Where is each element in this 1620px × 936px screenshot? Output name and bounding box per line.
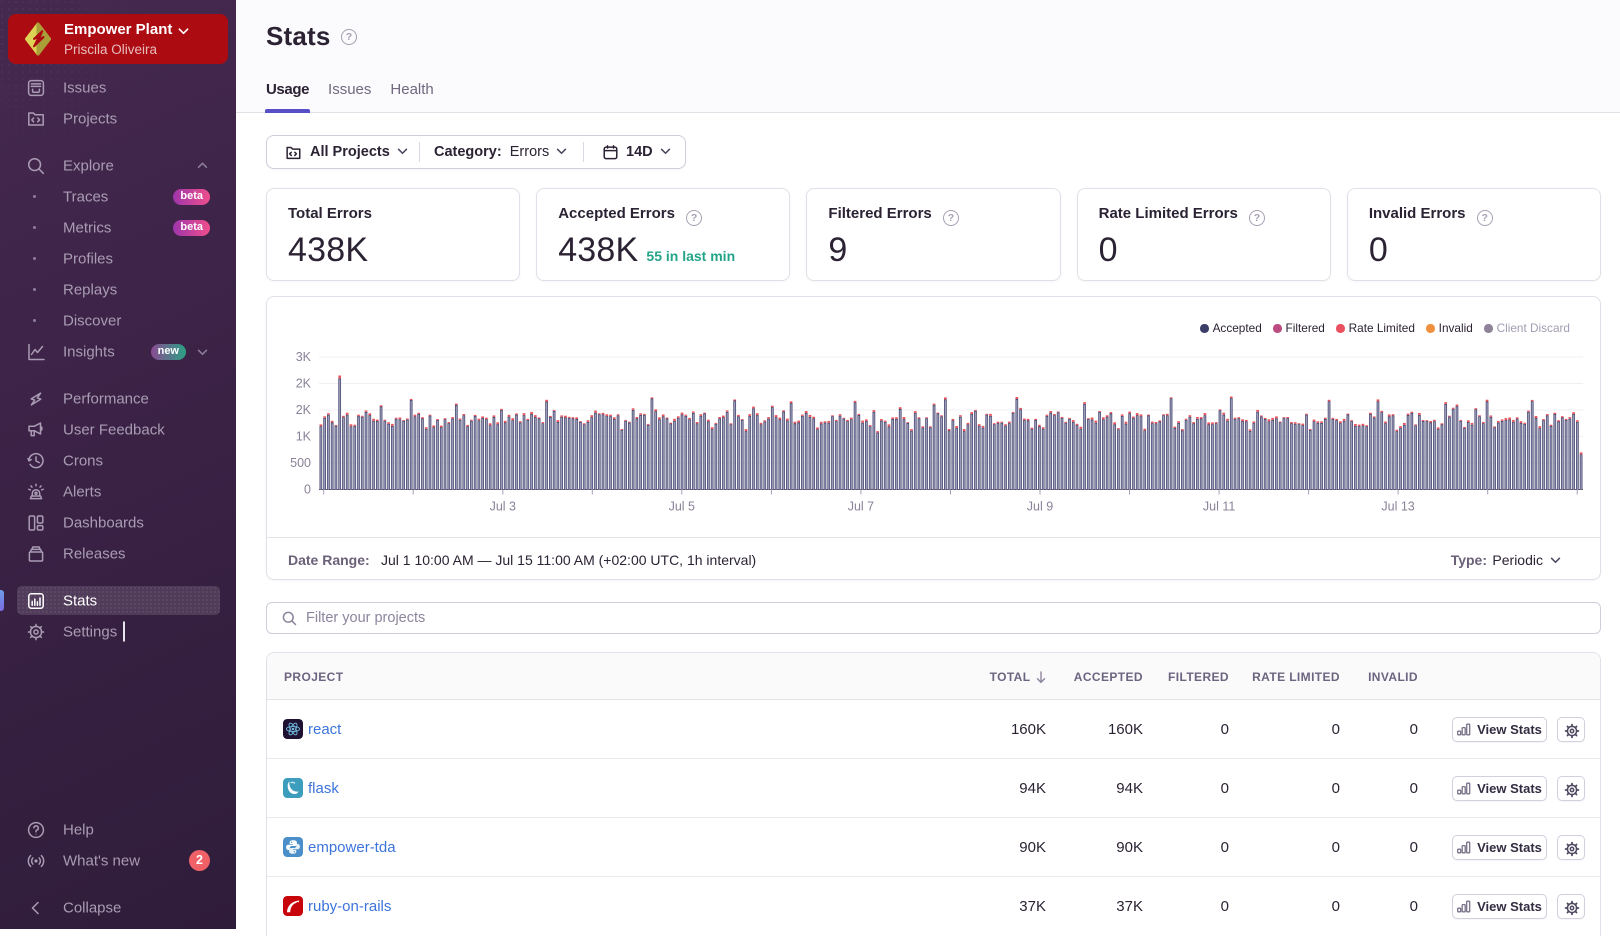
svg-text:Jul 13: Jul 13: [1381, 500, 1414, 514]
svg-text:3K: 3K: [296, 350, 312, 364]
svg-text:Jul 7: Jul 7: [848, 500, 874, 514]
svg-text:1K: 1K: [296, 430, 312, 444]
svg-text:500: 500: [290, 456, 311, 470]
svg-text:2K: 2K: [296, 403, 312, 417]
svg-text:0: 0: [304, 483, 311, 497]
svg-text:Jul 9: Jul 9: [1027, 500, 1053, 514]
svg-text:2K: 2K: [296, 377, 312, 391]
svg-text:Jul 5: Jul 5: [669, 500, 695, 514]
svg-text:Jul 11: Jul 11: [1203, 500, 1235, 514]
svg-text:Jul 3: Jul 3: [490, 500, 516, 514]
